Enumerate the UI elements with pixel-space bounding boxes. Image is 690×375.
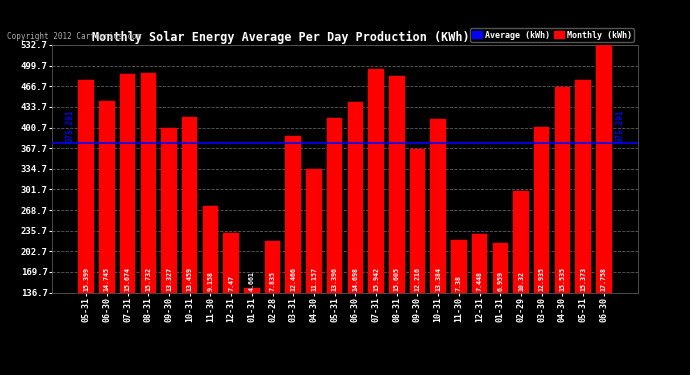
Text: 7.38: 7.38 <box>456 274 462 291</box>
Text: 10.32: 10.32 <box>518 271 524 291</box>
Bar <box>327 118 342 292</box>
Text: 14.745: 14.745 <box>104 267 110 291</box>
Text: 12.935: 12.935 <box>539 267 544 291</box>
Bar <box>410 149 425 292</box>
Text: 15.732: 15.732 <box>146 267 151 291</box>
Text: 4.661: 4.661 <box>249 271 255 291</box>
Bar <box>120 74 135 292</box>
Bar <box>306 169 322 292</box>
Bar <box>513 191 529 292</box>
Bar <box>79 80 94 292</box>
Text: 13.384: 13.384 <box>435 267 441 291</box>
Legend: Average (kWh), Monthly (kWh): Average (kWh), Monthly (kWh) <box>470 28 634 42</box>
Text: 13.396: 13.396 <box>332 267 337 291</box>
Bar <box>368 69 384 292</box>
Text: 17.758: 17.758 <box>601 267 607 291</box>
Bar <box>493 243 508 292</box>
Text: 15.535: 15.535 <box>560 267 565 291</box>
Bar <box>431 118 446 292</box>
Bar <box>472 234 487 292</box>
Bar <box>224 233 239 292</box>
Text: 13.459: 13.459 <box>187 267 193 291</box>
Text: 375.291: 375.291 <box>616 110 625 142</box>
Bar <box>99 102 115 292</box>
Bar <box>203 206 218 292</box>
Bar <box>534 128 549 292</box>
Text: 7.47: 7.47 <box>228 274 234 291</box>
Text: 11.157: 11.157 <box>311 267 317 291</box>
Bar <box>141 73 156 292</box>
Title: Monthly Solar Energy Average Per Day Production (KWh)  Sat Jul 14 05:39: Monthly Solar Energy Average Per Day Pro… <box>92 31 598 44</box>
Text: 15.605: 15.605 <box>394 267 400 291</box>
Text: 7.835: 7.835 <box>270 271 275 291</box>
Text: 15.942: 15.942 <box>373 267 379 291</box>
Bar <box>596 45 611 292</box>
Text: 7.448: 7.448 <box>477 271 482 291</box>
Text: 12.466: 12.466 <box>290 267 296 291</box>
Bar <box>286 136 301 292</box>
Text: 9.158: 9.158 <box>208 271 213 291</box>
Text: 15.399: 15.399 <box>83 267 89 291</box>
Text: 14.698: 14.698 <box>353 267 358 291</box>
Text: 12.216: 12.216 <box>415 267 420 291</box>
Text: 15.674: 15.674 <box>125 267 130 291</box>
Bar <box>182 117 197 292</box>
Bar <box>161 128 177 292</box>
Bar <box>244 288 259 292</box>
Bar <box>555 87 570 292</box>
Bar <box>389 76 404 292</box>
Text: 6.959: 6.959 <box>497 271 503 291</box>
Bar <box>348 102 363 292</box>
Bar <box>575 80 591 292</box>
Bar <box>265 241 280 292</box>
Text: 13.327: 13.327 <box>166 267 172 291</box>
Text: Copyright 2012 Cartronics.com: Copyright 2012 Cartronics.com <box>7 32 141 41</box>
Bar <box>451 240 466 292</box>
Text: 15.373: 15.373 <box>580 267 586 291</box>
Text: 375.291: 375.291 <box>65 110 74 142</box>
